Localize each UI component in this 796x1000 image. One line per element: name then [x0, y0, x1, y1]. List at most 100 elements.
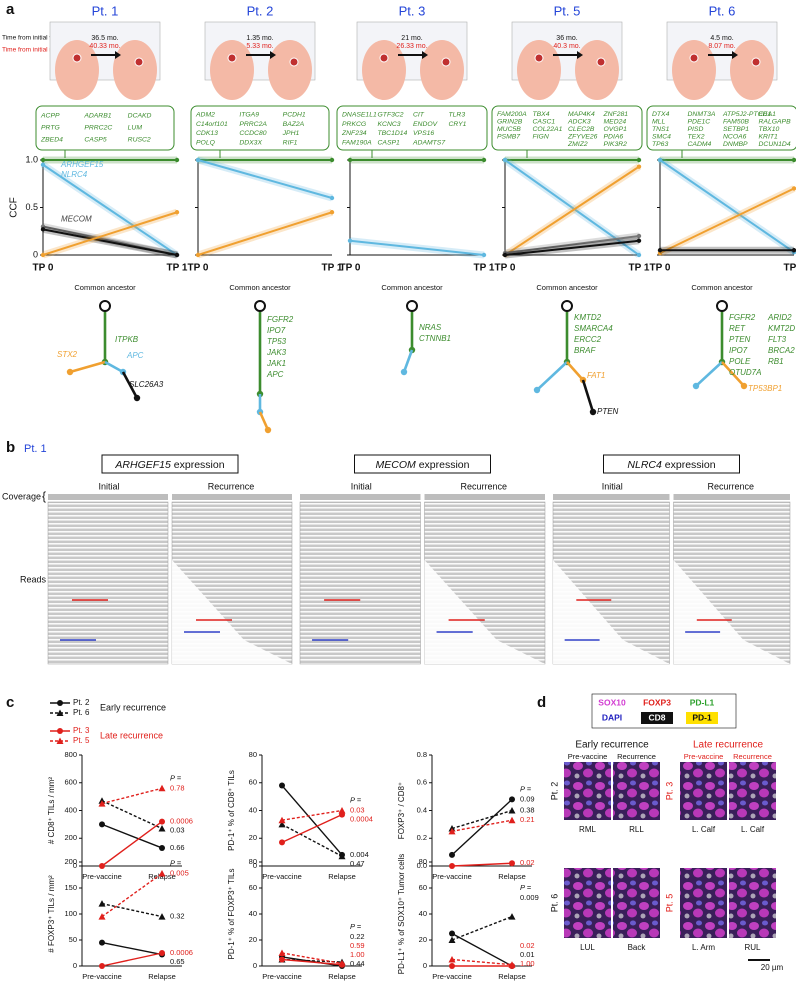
ccf-point: [636, 157, 642, 163]
tree-gene: POLE: [729, 357, 751, 366]
tree-branch: [536, 361, 568, 391]
tick-label: 60: [419, 883, 427, 892]
ccf-point: [40, 227, 46, 232]
body-shape: [210, 40, 254, 100]
tree-branch: [121, 371, 139, 399]
stain-name: DAPI: [602, 712, 622, 722]
row-patient: Pt. 5: [664, 894, 674, 913]
p-value: 0.0006: [170, 948, 193, 957]
track-title-box: [101, 454, 239, 474]
coverage-track: [673, 494, 790, 500]
axis-label: PD-1⁺ % of FOXP3⁺ TILs: [227, 869, 236, 960]
series-line: [451, 932, 513, 967]
point: [278, 816, 286, 824]
p-prefix: P =: [170, 773, 182, 782]
tick-label: 60: [249, 778, 257, 787]
gene: RALGAPB: [759, 119, 792, 126]
ccf-point: [657, 157, 663, 163]
point: [99, 963, 105, 969]
label: Initial: [602, 481, 623, 491]
stain-name: SOX10: [598, 697, 626, 707]
x-tick-label: Pre-vaccine: [432, 872, 472, 881]
tree-gene: ERCC2: [574, 335, 602, 344]
tick-label: 40: [249, 909, 257, 918]
site-label: LUL: [580, 943, 595, 952]
gene: MLL: [652, 119, 665, 126]
body-shape: [420, 40, 464, 100]
tree-gene: ITPKB: [115, 335, 139, 344]
gene: RUSC2: [128, 137, 151, 144]
legend-label: Pt. 3: [73, 726, 90, 735]
legend-label: Pt. 2: [73, 698, 90, 707]
gene: CCDC80: [239, 130, 266, 137]
gene: TEX2: [688, 134, 705, 141]
gene: MAP4K4: [568, 111, 595, 118]
p-value: 0.22: [350, 932, 365, 941]
ccf-line: [659, 159, 795, 253]
tree-root: [561, 300, 573, 312]
gene: PDE1C: [688, 119, 711, 126]
arrow-head: [270, 51, 276, 59]
tick-label: 0: [73, 961, 77, 970]
ccf-point: [329, 157, 335, 163]
series-line: [101, 800, 163, 830]
tree-gene: PTEN: [597, 407, 619, 416]
tree-root-label: Common ancestor: [691, 283, 753, 292]
gene: CDK13: [196, 130, 218, 137]
p-value: 1.00: [520, 959, 535, 968]
gene: TLR3: [449, 112, 466, 119]
axis-label: # CD8⁺ TILs / mm²: [47, 777, 56, 845]
x-tick-label: Relapse: [148, 972, 176, 981]
p-value: 0.01: [520, 950, 535, 959]
gene: GRIN2B: [497, 119, 523, 126]
time-resection: 26.33 mo.: [396, 43, 427, 50]
series-line: [281, 814, 343, 844]
p-value: 0.004: [350, 850, 369, 859]
p-value: 0.32: [170, 912, 185, 921]
row-patient: Pt. 6: [549, 894, 559, 913]
point: [56, 737, 64, 744]
p-value: 0.47: [350, 859, 365, 868]
tree-gene: KMT2D: [768, 324, 795, 333]
axis-label: PD-1⁺ % of CD8⁺ TILs: [227, 770, 236, 851]
gene: DNMBP: [723, 141, 748, 148]
body-shape: [672, 40, 716, 100]
ccf-line: [197, 159, 333, 199]
p-value: 0.0004: [350, 814, 373, 823]
point: [338, 852, 346, 860]
p-value: 0.38: [520, 805, 535, 814]
coverage-track: [553, 494, 670, 500]
tree-branch: [104, 360, 124, 374]
p-prefix: P =: [520, 883, 532, 892]
point: [57, 728, 63, 734]
gene: OVGP1: [604, 126, 628, 133]
label: a: [6, 1, 15, 18]
gene: CRY1: [449, 121, 467, 128]
ccf-point: [174, 210, 180, 215]
ccf-point: [636, 164, 642, 169]
sparse-region: [424, 560, 545, 664]
series-line: [451, 958, 513, 966]
gene: TNS1: [652, 126, 670, 133]
point: [508, 816, 516, 824]
micrograph: [564, 762, 611, 820]
tick-label: 0.5: [25, 202, 38, 212]
tree-branch: [721, 361, 745, 387]
gene-box: [35, 105, 175, 151]
series-line: [101, 821, 163, 867]
p-prefix: P =: [520, 784, 532, 793]
point: [449, 930, 455, 937]
gene: VPS16: [413, 130, 434, 137]
tumor: [534, 53, 544, 63]
gene: PRTG: [41, 125, 60, 132]
tree-branch: [581, 379, 595, 413]
series-line: [281, 823, 343, 857]
gene: SMC4: [652, 134, 671, 141]
tumor: [596, 57, 606, 67]
tumor: [441, 57, 451, 67]
label: Pre-vaccine: [568, 752, 608, 761]
tp-label: TP 0: [188, 263, 209, 274]
tick-label: 80: [249, 750, 257, 759]
tree-root-label: Common ancestor: [536, 283, 598, 292]
tree-gene: JAK1: [266, 359, 286, 368]
